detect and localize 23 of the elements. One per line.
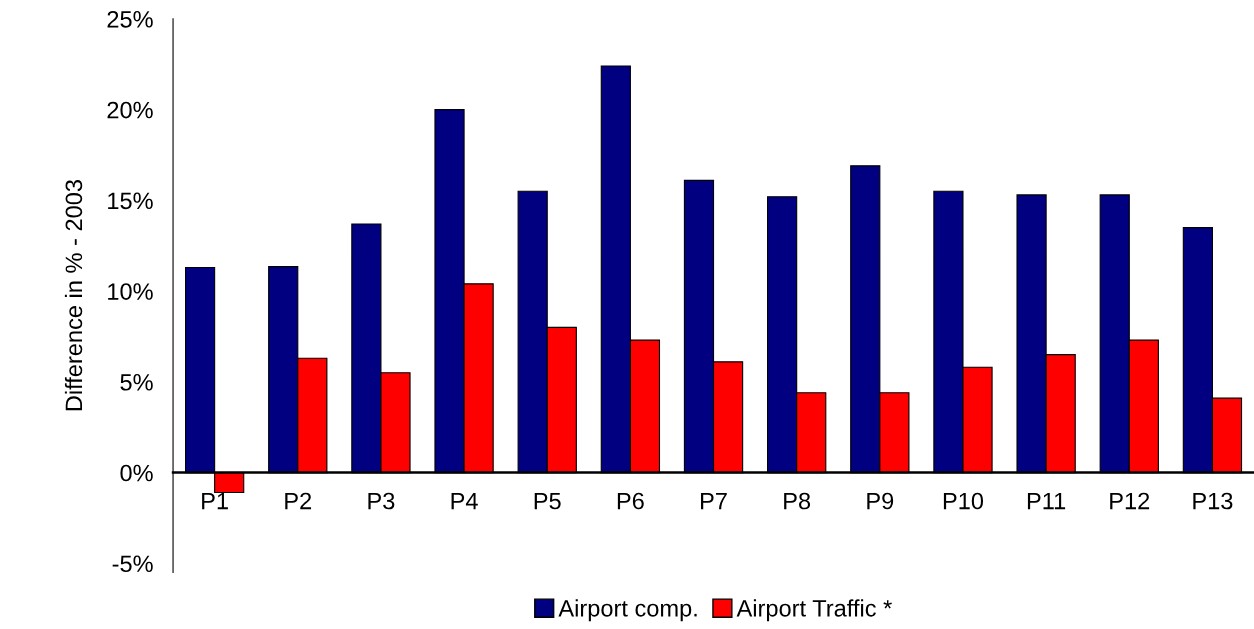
x-tick-label: P3 (368, 492, 395, 510)
x-tick-label: P4 (451, 492, 478, 510)
x-tick-label: P7 (701, 492, 727, 510)
x-tick-label: P13 (1193, 492, 1233, 510)
x-tick-label: P11 (1027, 492, 1066, 510)
y-tick-label: -5% (112, 555, 153, 573)
y-tick-label: 10% (108, 283, 153, 300)
legend-label: Airport comp. (558, 599, 697, 622)
y-tick-label: 25% (107, 10, 153, 28)
x-tick-label: P6 (617, 492, 644, 510)
x-tick-label: P2 (285, 492, 312, 510)
x-tick-label: P8 (784, 492, 811, 510)
y-axis-title: Difference in % - 2003 (64, 180, 83, 411)
x-tick-label: P12 (1110, 492, 1150, 510)
x-tick-label: P1 (202, 492, 228, 510)
x-tick-label: P10 (943, 492, 984, 510)
x-tick-label: P9 (867, 492, 894, 510)
x-tick-label: P5 (534, 492, 561, 510)
y-tick-label: 0% (120, 464, 153, 482)
y-tick-label: 15% (108, 192, 153, 210)
y-tick-label: 5% (120, 374, 153, 391)
legend-label: Airport Traffic * (736, 599, 892, 622)
y-tick-label: 20% (107, 101, 153, 119)
